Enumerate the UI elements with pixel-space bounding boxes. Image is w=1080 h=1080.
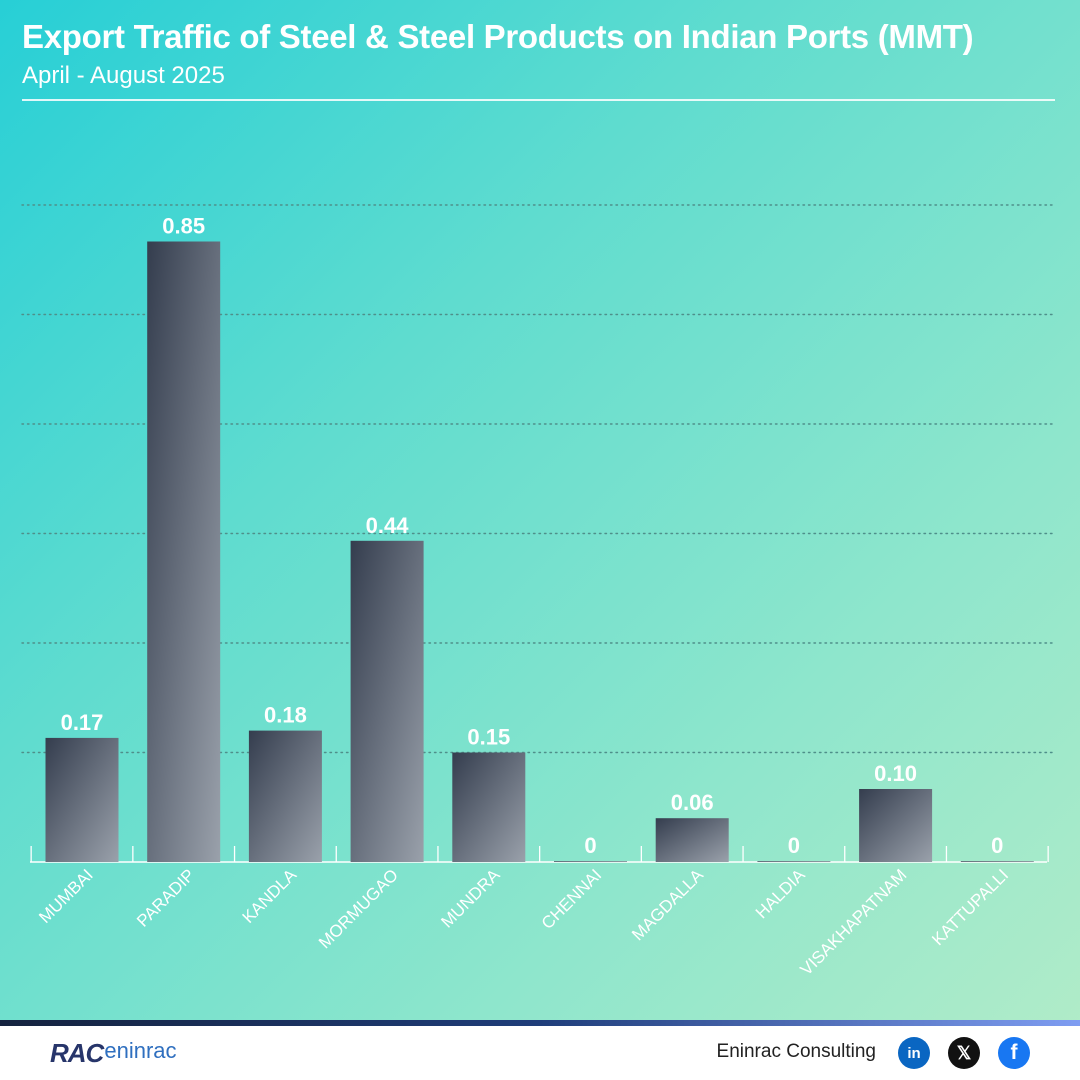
chart-title: Export Traffic of Steel & Steel Products… [22, 18, 974, 55]
title-divider [22, 99, 1055, 101]
bar-mumbai[interactable] [45, 737, 119, 862]
category-label: PARADIP [133, 865, 198, 930]
bar-mundra[interactable] [452, 752, 526, 863]
bar-paradip[interactable] [147, 241, 221, 863]
logo-text: eninrac [104, 1038, 177, 1063]
value-label: 0 [991, 833, 1003, 858]
category-label: MUMBAI [35, 865, 97, 927]
linkedin-icon[interactable]: in [898, 1037, 930, 1069]
eninrac-logo[interactable]: RAC eninrac [50, 1038, 177, 1068]
category-label: KANDLA [239, 865, 301, 927]
value-label: 0.17 [61, 710, 104, 735]
bar-kandla[interactable] [248, 730, 322, 862]
value-label: 0.15 [467, 725, 510, 750]
brand-name: Eninrac Consulting [716, 1041, 876, 1062]
bar-visakhapatnam[interactable] [859, 789, 933, 862]
footer-accent-bar [0, 1020, 1080, 1026]
value-label: 0 [788, 833, 800, 858]
bar-chennai[interactable] [554, 861, 627, 862]
footer: RAC eninrac Eninrac Consulting in 𝕏 f [0, 1026, 1080, 1080]
chart-subtitle: April - August 2025 [22, 62, 225, 89]
logo-mark: RAC [50, 1037, 104, 1068]
value-label: 0 [584, 833, 596, 858]
value-label: 0.18 [264, 703, 307, 728]
value-label: 0.06 [671, 790, 714, 815]
value-labels: 0.17 0.85 0.18 0.44 0.15 0 0.06 0 0.10 0 [61, 214, 1004, 859]
x-icon[interactable]: 𝕏 [948, 1037, 980, 1069]
value-label: 0.10 [874, 761, 917, 786]
facebook-icon[interactable]: f [998, 1037, 1030, 1069]
bar-kattupalli[interactable] [960, 861, 1034, 862]
bars [45, 241, 1034, 863]
bar-mormugao[interactable] [350, 540, 424, 862]
category-label: MAGDALLA [628, 865, 707, 944]
category-label: CHENNAI [538, 865, 606, 933]
value-label: 0.85 [162, 214, 205, 239]
bar-magdalla[interactable] [655, 818, 729, 862]
category-label: VISAKHAPATNAM [797, 865, 911, 979]
bar-haldia[interactable] [757, 861, 831, 862]
value-label: 0.44 [366, 513, 410, 538]
category-labels: MUMBAI PARADIP KANDLA MORMUGAO MUNDRA CHENNAI… [35, 865, 1012, 979]
category-label: MUNDRA [437, 865, 504, 932]
category-label: KATTUPALLI [928, 865, 1012, 949]
category-label: MORMUGAO [315, 865, 402, 952]
bar-chart: 0.17 0.85 0.18 0.44 0.15 0 0.06 0 0.10 0 MUMBAI PA… [21, 204, 1056, 979]
category-label: HALDIA [752, 865, 809, 922]
